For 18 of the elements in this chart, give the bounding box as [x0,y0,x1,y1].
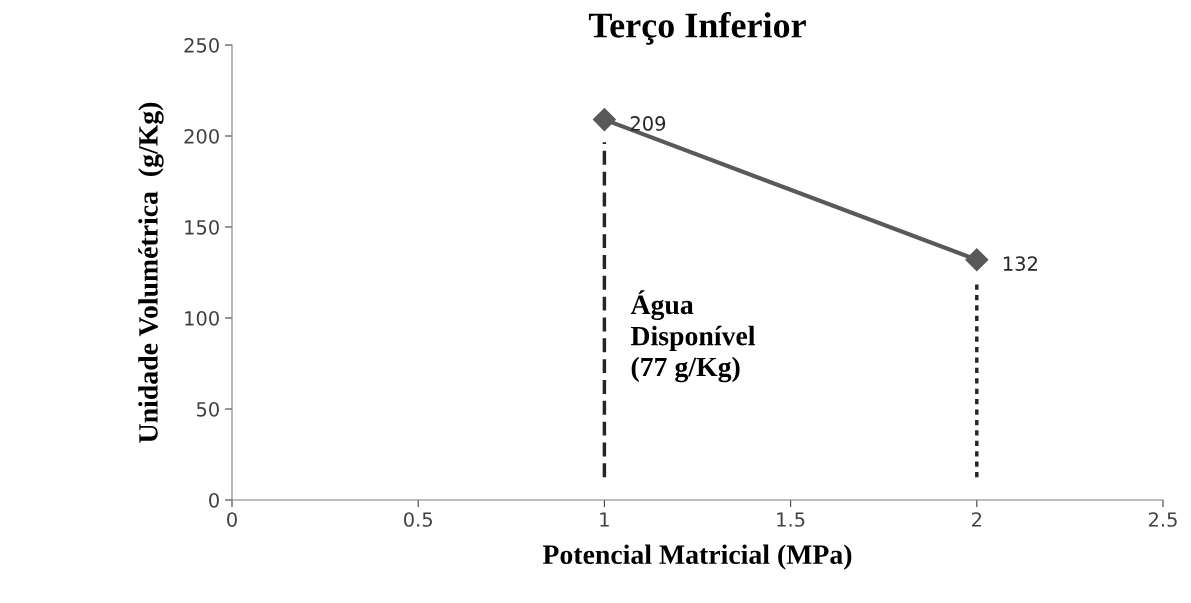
y-tick-label: 50 [196,401,219,417]
x-tick-label: 0 [227,512,237,527]
data-label: 209 [630,116,666,131]
y-tick-label: 200 [184,128,219,144]
chart-title: Terço Inferior [588,11,806,45]
x-tick-label: 2.5 [1148,512,1177,527]
data-label: 132 [1003,256,1037,271]
y-tick-label: 150 [185,219,219,235]
y-tick-label: 250 [184,37,219,53]
x-tick-label: 0.5 [404,512,432,527]
x-axis-title: Potencial Matricial (MPa) [542,544,852,570]
y-axis-title: Unidade Volumétrica (g/Kg) [138,102,164,443]
y-tick-label: 0 [209,492,219,508]
x-tick-label: 2 [972,512,982,527]
x-tick-label: 1.5 [777,512,805,527]
annotation: Água Disponível (77 g/Kg) [630,290,756,383]
x-tick-label: 1 [600,512,609,527]
y-tick-label: 100 [185,310,219,326]
